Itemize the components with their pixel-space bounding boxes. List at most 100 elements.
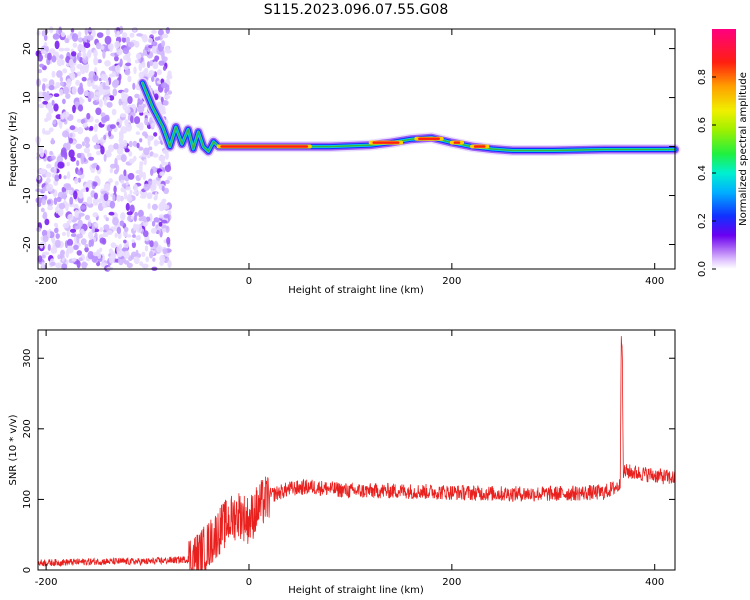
noise-speckle <box>66 229 70 238</box>
noise-speckle <box>127 75 132 83</box>
noise-speckle <box>129 204 135 214</box>
noise-speckle <box>129 32 135 38</box>
colorbar: 0.0 0.2 0.4 0.6 0.8 Normalized spectral ampl… <box>697 29 749 277</box>
noise-speckle <box>134 116 141 125</box>
noise-speckle <box>139 138 143 143</box>
noise-speckle <box>35 197 43 204</box>
noise-speckle <box>138 63 143 72</box>
noise-speckle <box>161 159 165 167</box>
spectrogram-y-ticks: 20 10 0 -10 -20 <box>22 42 675 253</box>
noise-speckle <box>116 226 122 234</box>
noise-speckle <box>65 93 71 99</box>
noise-speckle <box>106 230 113 236</box>
noise-speckle <box>94 118 100 123</box>
noise-speckle <box>149 60 153 67</box>
noise-speckle <box>93 56 99 66</box>
noise-speckle <box>128 158 135 164</box>
noise-speckle <box>51 70 56 78</box>
noise-speckle <box>128 151 133 157</box>
noise-speckle <box>157 36 161 41</box>
noise-speckle <box>158 221 163 227</box>
noise-speckle <box>54 174 60 182</box>
noise-speckle <box>133 184 138 192</box>
noise-speckle <box>46 199 52 205</box>
noise-speckle <box>80 238 87 246</box>
noise-speckle <box>149 240 154 248</box>
noise-speckle <box>101 199 109 209</box>
noise-speckle <box>84 246 89 253</box>
y-tick-label: 200 <box>22 419 33 438</box>
noise-speckle <box>51 55 57 63</box>
noise-speckle <box>146 192 153 198</box>
noise-speckle <box>55 239 61 248</box>
noise-speckle <box>132 82 136 90</box>
noise-speckle <box>96 150 101 156</box>
noise-speckle <box>118 98 122 106</box>
x-tick-label: 400 <box>645 276 664 287</box>
noise-speckle <box>56 196 62 203</box>
noise-speckle <box>68 137 74 144</box>
noise-speckle <box>131 239 135 244</box>
noise-speckle <box>161 198 167 203</box>
noise-speckle <box>151 220 156 227</box>
noise-speckle <box>139 161 144 167</box>
noise-speckle <box>127 56 131 65</box>
noise-speckle <box>115 65 121 73</box>
noise-speckle <box>49 261 56 266</box>
noise-speckle <box>66 141 71 151</box>
noise-speckle <box>96 139 101 145</box>
noise-speckle <box>45 171 52 178</box>
noise-speckle <box>62 98 66 105</box>
noise-speckle <box>145 256 149 263</box>
noise-speckle <box>105 183 111 187</box>
noise-speckle <box>164 179 170 184</box>
noise-speckle <box>164 164 172 173</box>
colorbar-tick-label: 0.0 <box>697 261 708 277</box>
noise-speckle <box>134 93 140 99</box>
noise-speckle <box>144 46 149 51</box>
noise-speckle <box>62 68 68 74</box>
colorbar-tick-label: 0.2 <box>697 213 708 229</box>
noise-speckle <box>108 66 115 71</box>
noise-speckle <box>161 50 165 59</box>
noise-speckle <box>76 160 80 167</box>
noise-speckle <box>80 205 86 210</box>
noise-speckle <box>45 177 51 184</box>
noise-speckle <box>109 73 114 78</box>
noise-speckle <box>153 217 160 223</box>
noise-speckle <box>158 155 166 160</box>
noise-speckle <box>69 125 76 131</box>
noise-speckle <box>77 37 84 43</box>
noise-speckle <box>114 79 119 86</box>
noise-speckle <box>130 115 134 124</box>
noise-speckle <box>154 55 160 61</box>
noise-speckle <box>165 27 170 34</box>
noise-speckle <box>144 245 149 252</box>
x-tick-label: -200 <box>35 577 58 588</box>
noise-speckle <box>125 123 132 132</box>
snr-y-ticks: 0 100 200 300 <box>22 349 675 573</box>
noise-speckle <box>100 45 105 50</box>
noise-speckle <box>164 45 170 54</box>
noise-speckle <box>63 47 71 52</box>
noise-speckle <box>81 141 86 147</box>
noise-speckle <box>48 79 55 87</box>
noise-speckle <box>162 65 167 71</box>
noise-speckle <box>121 32 128 38</box>
colorbar-label: Normalized spectral amplitude <box>738 72 749 226</box>
noise-speckle <box>86 196 93 205</box>
noise-speckle <box>136 33 143 37</box>
noise-speckle <box>127 172 135 180</box>
snr-border <box>37 329 676 571</box>
noise-speckle <box>46 112 52 121</box>
noise-speckle <box>118 143 124 150</box>
y-tick-label: 300 <box>22 349 33 368</box>
noise-speckle <box>137 209 144 218</box>
noise-speckle <box>138 122 144 131</box>
x-tick-label: 0 <box>246 577 252 588</box>
noise-speckle <box>161 40 166 47</box>
noise-speckle <box>98 99 103 108</box>
noise-speckle <box>49 48 56 54</box>
noise-speckle <box>70 233 77 238</box>
